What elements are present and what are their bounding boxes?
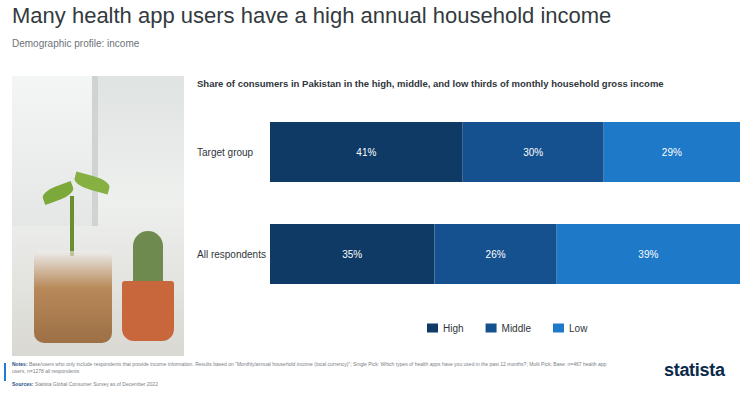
svg-text:41%: 41%: [356, 147, 376, 158]
svg-text:Target group: Target group: [197, 147, 254, 158]
svg-text:29%: 29%: [662, 147, 682, 158]
svg-text:Low: Low: [569, 323, 588, 334]
svg-text:High: High: [443, 323, 464, 334]
svg-text:39%: 39%: [638, 249, 658, 260]
html-text:Demographic profile: income: Demographic profile: income: [12, 38, 140, 49]
svg-text:All respondents: All respondents: [197, 249, 266, 260]
html-text:statista: statista: [664, 360, 725, 380]
svg-text:Middle: Middle: [502, 323, 532, 334]
svg-text:35%: 35%: [342, 249, 362, 260]
html-text:Share of consumers in Pakistan: Share of consumers in Pakistan in the hi…: [197, 78, 664, 89]
svg-text:26%: 26%: [486, 249, 506, 260]
svg-text:30%: 30%: [523, 147, 543, 158]
html-text:Sources: Statista Global Consu: Sources: Statista Global Consumer Survey…: [12, 381, 158, 387]
html-text:Notes: Base/users who only inc: Notes: Base/users who only include respo…: [12, 361, 607, 374]
html-text:Many health app users have a h: Many health app users have a high annual…: [12, 3, 612, 28]
